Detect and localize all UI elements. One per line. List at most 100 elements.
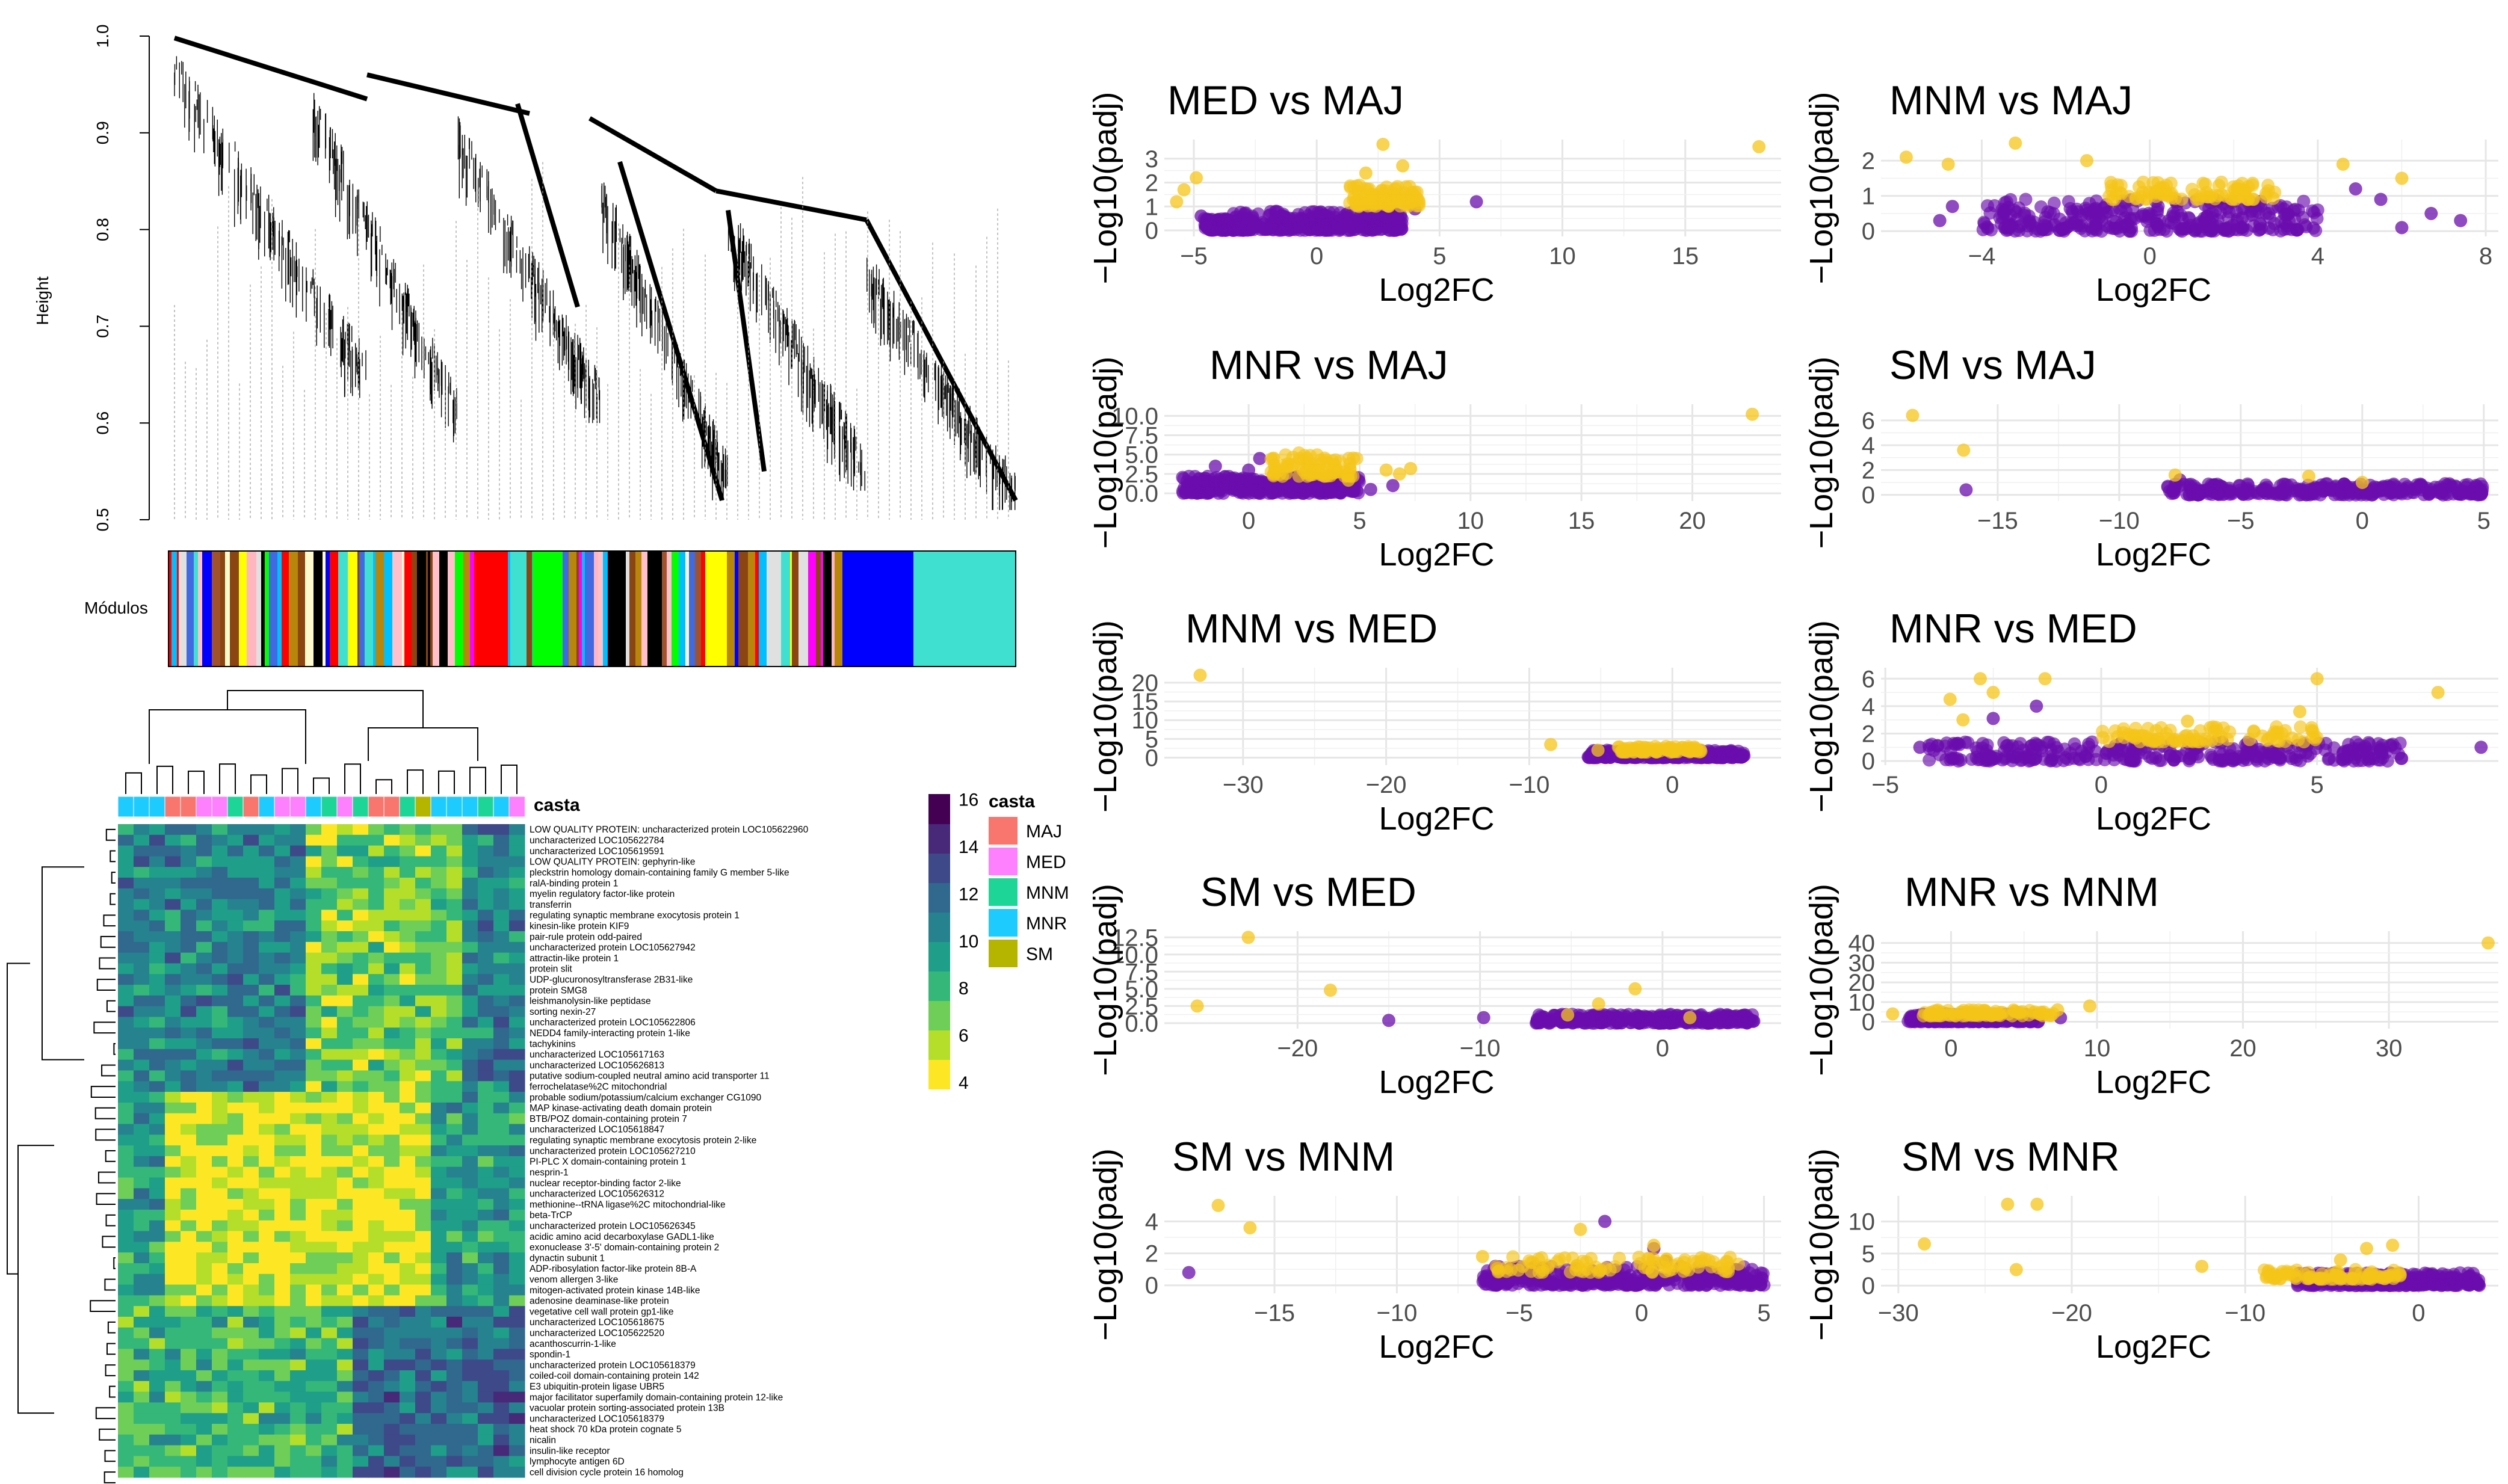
heatmap-cell <box>337 1423 353 1435</box>
heatmap-cell <box>274 1048 291 1061</box>
heatmap-cell <box>446 1456 463 1467</box>
heatmap-cell <box>493 1092 510 1103</box>
data-point <box>2039 211 2052 224</box>
heatmap-cell <box>337 1349 353 1360</box>
heatmap-row-label: uncharacterized LOC105618675 <box>530 1317 664 1328</box>
data-point <box>1335 221 1348 235</box>
heatmap-cell <box>165 1092 181 1103</box>
heatmap-cell <box>165 1038 181 1050</box>
data-point <box>1298 223 1312 237</box>
heatmap-cell <box>259 1273 275 1285</box>
heatmap-cell <box>509 834 525 846</box>
heatmap-row-label: spondin-1 <box>530 1350 570 1360</box>
heatmap-cell <box>446 1284 463 1296</box>
data-point <box>2003 742 2016 756</box>
heatmap-cell <box>259 920 275 932</box>
heatmap-cell <box>353 1338 369 1349</box>
heatmap-cell <box>400 1370 416 1382</box>
heatmap-cell <box>337 931 353 943</box>
data-point <box>2375 745 2389 759</box>
heatmap-cell <box>400 1027 416 1039</box>
heatmap-cell <box>274 1456 291 1467</box>
heatmap-cell <box>243 878 259 889</box>
heatmap-cell <box>415 1081 431 1092</box>
data-point <box>2164 176 2178 190</box>
heatmap-cell <box>384 1381 400 1393</box>
heatmap-cell <box>353 867 369 878</box>
significant-points <box>1906 408 2369 489</box>
heatmap-cell <box>400 1231 416 1242</box>
module-segment <box>685 551 689 667</box>
module-segment <box>448 551 455 667</box>
heatmap-cell <box>462 1273 478 1285</box>
heatmap-cell <box>149 1413 165 1424</box>
data-point <box>2129 721 2143 735</box>
heatmap-cell <box>431 1359 447 1371</box>
heatmap-cell <box>196 899 212 911</box>
data-point <box>1703 1015 1716 1029</box>
heatmap-cell <box>118 899 134 911</box>
heatmap-cell <box>337 899 353 911</box>
heatmap-cell <box>274 1231 291 1242</box>
heatmap-row-label: leishmanolysin-like peptidase <box>530 996 651 1006</box>
x-tick-label: −30 <box>1223 772 1264 798</box>
heatmap-cell <box>509 1006 525 1018</box>
heatmap-cell <box>462 1135 478 1146</box>
heatmap-cell <box>196 824 212 836</box>
heatmap-cell <box>509 1273 525 1285</box>
heatmap-cell <box>446 1070 463 1082</box>
heatmap-cell <box>259 1188 275 1199</box>
heatmap-cell <box>274 1445 291 1456</box>
heatmap-cell <box>462 941 478 953</box>
data-point <box>1611 1011 1625 1025</box>
heatmap-cell <box>274 1263 291 1275</box>
heatmap-cell <box>400 1338 416 1349</box>
heatmap-cell <box>149 952 165 964</box>
heatmap-cell <box>118 1381 134 1393</box>
heatmap-cell <box>134 1381 150 1393</box>
heatmap-cell <box>446 1316 463 1328</box>
heatmap-cell <box>227 1092 244 1103</box>
non-significant-points <box>1913 699 2488 768</box>
heatmap-cell <box>196 995 212 1007</box>
heatmap-cell <box>446 952 463 964</box>
color-scale-step <box>928 794 950 824</box>
heatmap-cell <box>321 941 338 953</box>
heatmap-cell <box>165 1370 181 1382</box>
heatmap-cell <box>462 1209 478 1221</box>
module-segment <box>629 551 635 667</box>
heatmap-cell <box>509 985 525 996</box>
heatmap-cell <box>493 1316 510 1328</box>
heatmap-cell <box>118 1338 134 1349</box>
heatmap-row-label: kinesin-like protein KIF9 <box>530 921 629 931</box>
heatmap-cell <box>493 878 510 889</box>
heatmap-cell <box>321 1445 338 1456</box>
heatmap-cell <box>431 1370 447 1382</box>
data-point <box>2424 206 2438 220</box>
heatmap-cell <box>290 1231 306 1242</box>
heatmap-cell <box>227 1273 244 1285</box>
heatmap-cell <box>446 1413 463 1424</box>
heatmap-cell <box>165 824 181 836</box>
heatmap-row-label: regulating synaptic membrane exocytosis … <box>530 911 740 921</box>
module-segment <box>582 551 585 667</box>
heatmap-cell <box>431 952 447 964</box>
heatmap-cell <box>290 1413 306 1424</box>
heatmap-cell <box>274 1423 291 1435</box>
dendro-branches <box>174 56 1016 510</box>
heatmap-cell <box>431 1135 447 1146</box>
data-point <box>1965 753 1978 766</box>
heatmap-cell <box>306 1306 322 1317</box>
module-segment <box>171 551 177 667</box>
data-point <box>2414 479 2427 493</box>
heatmap-cell <box>446 1209 463 1221</box>
heatmap-row-label: venom allergen 3-like <box>530 1275 618 1285</box>
annotation-cell <box>368 796 385 817</box>
heatmap-cell <box>290 1316 306 1328</box>
heatmap-row-label: uncharacterized LOC105626813 <box>530 1061 664 1071</box>
heatmap-cell <box>290 1263 306 1275</box>
heatmap-cell <box>493 920 510 932</box>
heatmap-cell <box>353 888 369 900</box>
module-segment <box>298 551 305 667</box>
